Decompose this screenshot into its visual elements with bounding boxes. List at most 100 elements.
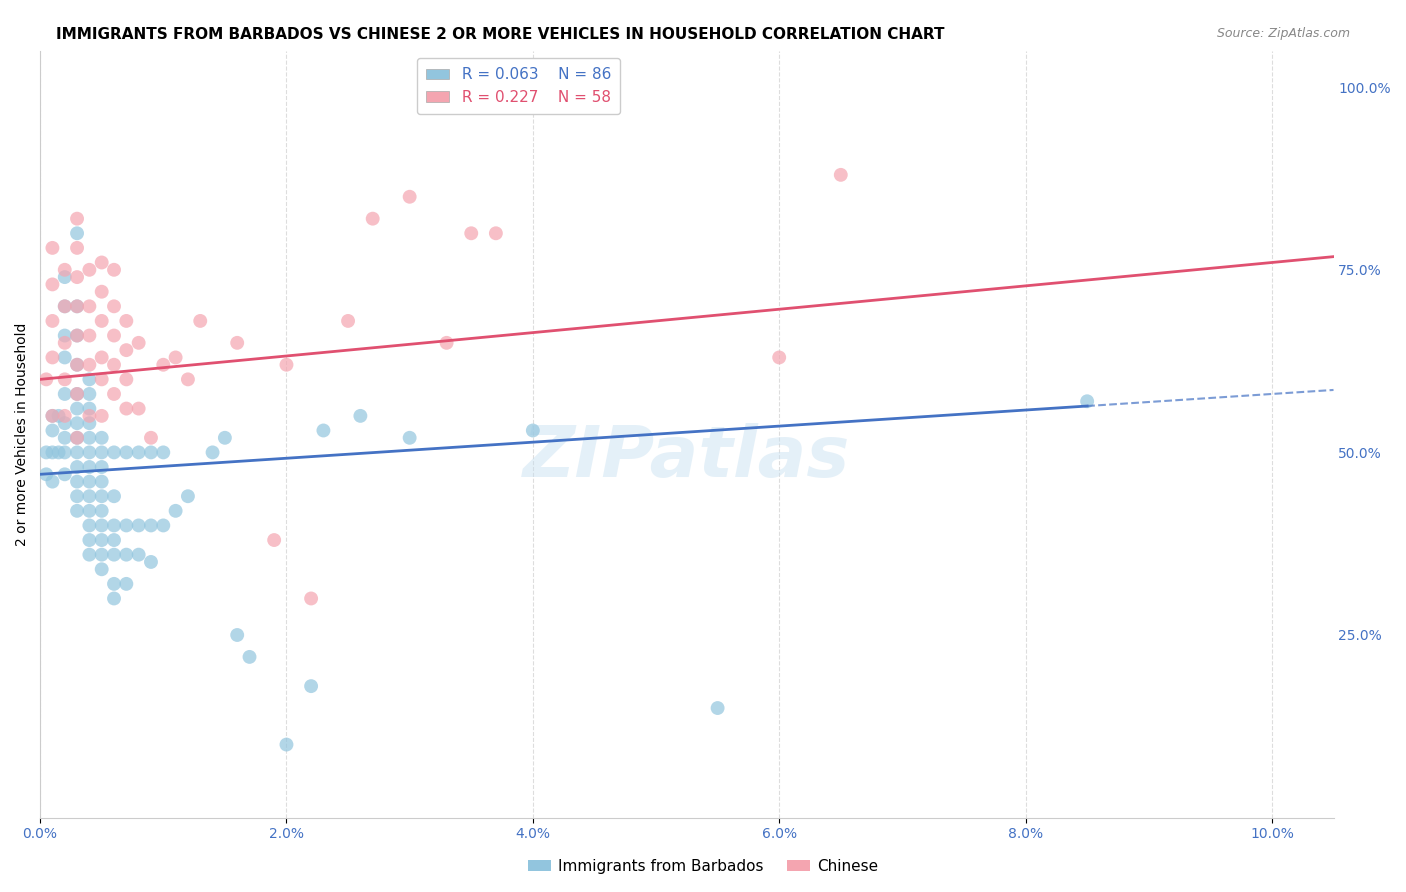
Point [66, 416, 89, 430]
Point [79, 401, 101, 416]
Point [226, 628, 249, 642]
Point [90, 504, 112, 518]
Point [139, 518, 162, 533]
Point [79, 431, 101, 445]
Point [103, 577, 125, 591]
Point [115, 548, 138, 562]
Point [238, 649, 260, 664]
Point [90, 409, 112, 423]
Point [53, 328, 76, 343]
Point [90, 314, 112, 328]
Point [66, 475, 89, 489]
Point [768, 351, 790, 365]
Point [90, 548, 112, 562]
Point [706, 701, 728, 715]
Point [41, 241, 63, 255]
Point [830, 168, 852, 182]
Point [90, 285, 112, 299]
Point [79, 416, 101, 430]
Point [66, 211, 89, 226]
Point [66, 299, 89, 313]
Point [115, 445, 138, 459]
Point [165, 504, 187, 518]
Point [90, 445, 112, 459]
Point [53, 372, 76, 386]
Point [53, 262, 76, 277]
Point [398, 431, 420, 445]
Point [66, 299, 89, 313]
Point [79, 358, 101, 372]
Point [35, 467, 58, 482]
Point [90, 562, 112, 576]
Text: ZIPatlas: ZIPatlas [523, 423, 851, 491]
Point [79, 387, 101, 401]
Point [103, 358, 125, 372]
Point [79, 518, 101, 533]
Point [115, 518, 138, 533]
Point [35, 372, 58, 386]
Point [41, 277, 63, 292]
Point [35, 445, 58, 459]
Point [90, 489, 112, 503]
Point [79, 299, 101, 313]
Point [436, 335, 458, 350]
Point [66, 358, 89, 372]
Point [79, 328, 101, 343]
Point [115, 372, 138, 386]
Point [1076, 394, 1098, 409]
Point [103, 387, 125, 401]
Point [79, 460, 101, 475]
Point [522, 424, 544, 438]
Point [53, 299, 76, 313]
Point [79, 262, 101, 277]
Point [103, 445, 125, 459]
Point [53, 445, 76, 459]
Point [115, 314, 138, 328]
Point [90, 351, 112, 365]
Y-axis label: 2 or more Vehicles in Household: 2 or more Vehicles in Household [15, 322, 30, 546]
Point [79, 475, 101, 489]
Point [66, 328, 89, 343]
Point [66, 270, 89, 285]
Point [152, 445, 174, 459]
Point [53, 387, 76, 401]
Point [66, 227, 89, 241]
Point [90, 475, 112, 489]
Point [201, 445, 224, 459]
Point [53, 270, 76, 285]
Point [103, 299, 125, 313]
Point [79, 489, 101, 503]
Point [115, 577, 138, 591]
Point [90, 533, 112, 547]
Point [90, 255, 112, 269]
Point [41, 314, 63, 328]
Point [90, 431, 112, 445]
Point [41, 475, 63, 489]
Legend: Immigrants from Barbados, Chinese: Immigrants from Barbados, Chinese [522, 853, 884, 880]
Point [79, 409, 101, 423]
Point [103, 328, 125, 343]
Point [128, 335, 150, 350]
Point [276, 738, 298, 752]
Point [165, 351, 187, 365]
Point [103, 518, 125, 533]
Point [66, 387, 89, 401]
Point [79, 548, 101, 562]
Point [398, 190, 420, 204]
Point [66, 489, 89, 503]
Point [103, 489, 125, 503]
Point [79, 504, 101, 518]
Point [460, 227, 482, 241]
Point [66, 504, 89, 518]
Point [128, 445, 150, 459]
Point [48, 445, 70, 459]
Point [103, 548, 125, 562]
Point [361, 211, 384, 226]
Point [66, 431, 89, 445]
Point [299, 679, 322, 693]
Point [66, 241, 89, 255]
Point [214, 431, 236, 445]
Point [312, 424, 335, 438]
Point [41, 424, 63, 438]
Point [276, 358, 298, 372]
